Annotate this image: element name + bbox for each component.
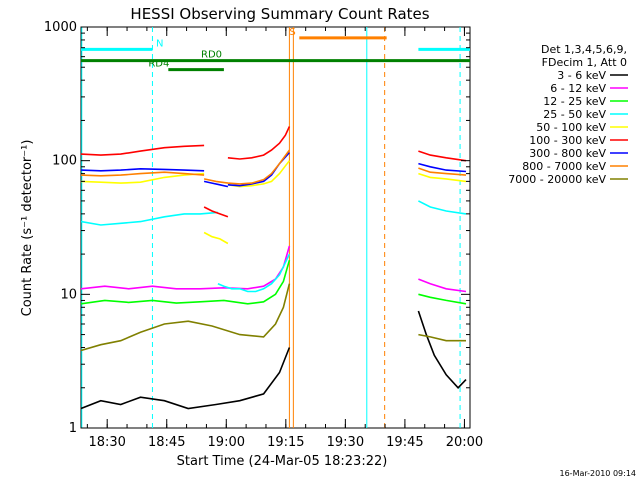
vertical-markers <box>81 27 461 428</box>
legend-label-0: 3 - 6 keV <box>557 69 606 82</box>
chart-title: HESSI Observing Summary Count Rates <box>130 5 429 23</box>
series-5-segment-3 <box>418 150 467 162</box>
legend-label-8: 7000 - 20000 keV <box>508 173 606 186</box>
plot-frame <box>80 26 471 429</box>
x-axis-label: Start Time (24-Mar-05 18:23:22) <box>177 454 388 469</box>
y-tick-label-0: 1 <box>69 421 77 436</box>
legend-label-5: 100 - 300 keV <box>529 134 606 147</box>
y-axis: 1 10 100 1000 <box>44 20 470 436</box>
y-tick-label-3: 1000 <box>44 20 77 35</box>
series-4-segment-1 <box>203 231 229 245</box>
series-5-segment-2 <box>227 126 291 160</box>
series-2-segment-1 <box>418 293 467 305</box>
x-tick-label-2: 19:00 <box>208 435 245 450</box>
timestamp: 16-Mar-2010 09:14 <box>560 469 637 478</box>
y-tick-label-2: 100 <box>52 154 77 169</box>
series-3-segment-0 <box>81 211 218 226</box>
series-7-segment-2 <box>418 167 467 176</box>
series-4-segment-2 <box>227 160 291 188</box>
y-tick-label-1: 10 <box>60 287 77 302</box>
series-8-segment-1 <box>418 333 466 342</box>
y-axis-label: Count Rate (s⁻¹ detector⁻¹) <box>20 140 35 317</box>
series-3-segment-2 <box>418 200 467 215</box>
legend-header-1: FDecim 1, Att 0 <box>542 56 627 69</box>
x-axis: 18:30 18:45 19:00 19:15 19:30 19:45 20:00 <box>86 27 483 450</box>
x-tick-label-1: 18:45 <box>148 435 185 450</box>
legend-label-1: 6 - 12 keV <box>550 82 606 95</box>
series-5-segment-1 <box>203 206 229 218</box>
legend: Det 1,3,4,5,6,9,FDecim 1, Att 03 - 6 keV… <box>508 43 628 186</box>
flag-label-4: RD4 <box>148 59 169 70</box>
series-0-segment-0 <box>81 347 291 410</box>
x-tick-label-5: 19:45 <box>386 435 423 450</box>
legend-label-7: 800 - 7000 keV <box>522 160 606 173</box>
legend-label-6: 300 - 800 keV <box>529 147 606 160</box>
series-3-segment-1 <box>217 253 291 293</box>
flag-label-3: RD0 <box>201 50 222 61</box>
x-tick-label-3: 19:15 <box>267 435 304 450</box>
series-1-segment-0 <box>81 245 291 290</box>
x-tick-label-4: 19:30 <box>327 435 364 450</box>
x-tick-label-0: 18:30 <box>88 435 125 450</box>
series-4-segment-0 <box>81 172 205 184</box>
series-6-segment-1 <box>203 180 229 188</box>
series-0-segment-1 <box>417 310 467 389</box>
flag-label-2: S <box>289 27 295 38</box>
flag-bars: N S RD0 RD4 <box>81 27 470 72</box>
legend-label-3: 25 - 50 keV <box>543 108 606 121</box>
flag-label-0: N <box>156 38 163 49</box>
series-7-segment-0 <box>81 171 205 177</box>
series-8-segment-0 <box>81 283 291 352</box>
series-lines <box>81 126 467 410</box>
series-2-segment-0 <box>81 259 291 305</box>
series-5-segment-0 <box>81 144 205 156</box>
legend-header-0: Det 1,3,4,5,6,9, <box>541 43 627 56</box>
series-1-segment-1 <box>418 278 467 293</box>
series-6-segment-0 <box>81 167 205 172</box>
series-7-segment-1 <box>203 149 291 185</box>
series-6-segment-3 <box>418 162 467 173</box>
series-4-segment-3 <box>418 172 467 183</box>
legend-label-4: 50 - 100 keV <box>536 121 606 134</box>
legend-label-2: 12 - 25 keV <box>543 95 606 108</box>
x-tick-label-6: 20:00 <box>446 435 483 450</box>
